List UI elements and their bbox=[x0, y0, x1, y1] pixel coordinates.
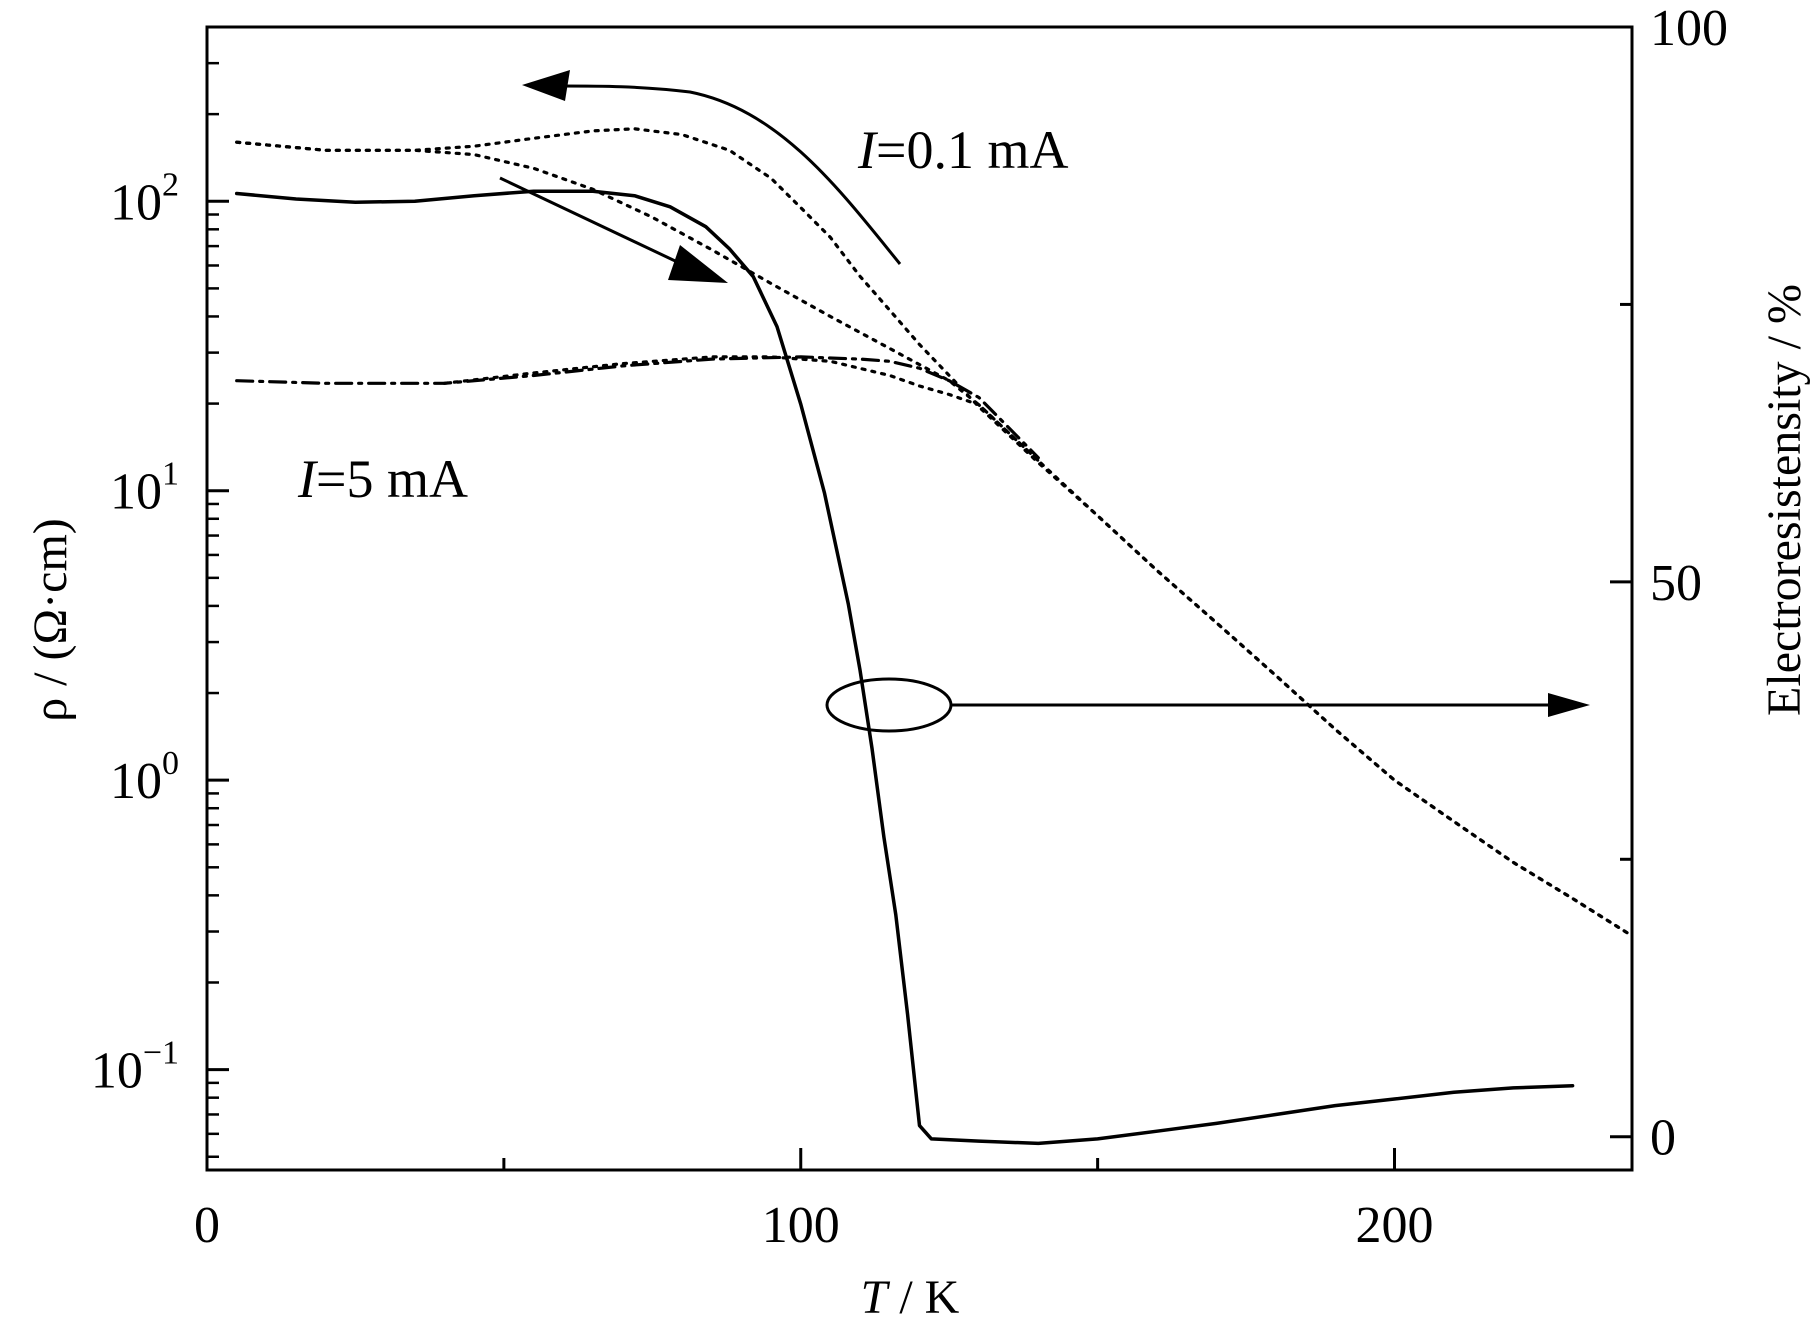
series-layer bbox=[234, 127, 1634, 1146]
left-tick-label: 101 bbox=[110, 456, 179, 521]
left-tick-exponent: 1 bbox=[162, 456, 179, 493]
left-tick-base: 10 bbox=[110, 464, 162, 521]
x-axis-title: T / K bbox=[861, 1271, 960, 1324]
right-axis-pointer-head bbox=[1548, 693, 1590, 717]
right-tick-label: 50 bbox=[1650, 555, 1702, 612]
left-tick-exponent: −1 bbox=[143, 1035, 179, 1072]
cooling-arrowhead bbox=[522, 70, 570, 101]
series-line-2 bbox=[235, 355, 1040, 460]
warming-arrow bbox=[499, 176, 691, 270]
left-axis-title: ρ / (Ω·cm) bbox=[24, 518, 77, 722]
series-line-3 bbox=[442, 355, 1040, 463]
left-tick-base: 10 bbox=[110, 753, 162, 810]
annotation-current-5ma: I=5 mA bbox=[297, 449, 468, 509]
right-axis-ticks: 0 50 100 bbox=[1610, 0, 1728, 1167]
x-tick-label: 0 bbox=[194, 1197, 220, 1254]
plot-frame bbox=[205, 25, 1634, 1172]
series-line-1 bbox=[235, 140, 1634, 938]
x-axis-ticks: 0 100 200 bbox=[194, 1148, 1434, 1254]
left-tick-base: 10 bbox=[91, 1043, 143, 1100]
right-tick-label: 100 bbox=[1650, 0, 1728, 57]
series-marker-ellipse bbox=[825, 677, 953, 733]
left-tick-base: 10 bbox=[110, 174, 162, 231]
series-line-4 bbox=[234, 189, 1575, 1146]
right-tick-label: 0 bbox=[1650, 1110, 1676, 1167]
annotation-current-0-1ma: I=0.1 mA bbox=[857, 120, 1068, 180]
left-tick-exponent: 2 bbox=[162, 166, 179, 203]
x-tick-label: 100 bbox=[762, 1197, 840, 1254]
left-tick-exponent: 0 bbox=[162, 745, 179, 782]
warming-arrowhead bbox=[668, 245, 728, 283]
right-axis-title: Electroresistensity / % bbox=[1758, 284, 1811, 716]
x-tick-label: 200 bbox=[1356, 1197, 1434, 1254]
left-tick-label: 10−1 bbox=[91, 1035, 179, 1100]
left-tick-label: 102 bbox=[110, 166, 179, 231]
cooling-arrow bbox=[559, 84, 902, 265]
left-tick-label: 100 bbox=[110, 745, 179, 810]
series-line-0 bbox=[235, 127, 1634, 938]
